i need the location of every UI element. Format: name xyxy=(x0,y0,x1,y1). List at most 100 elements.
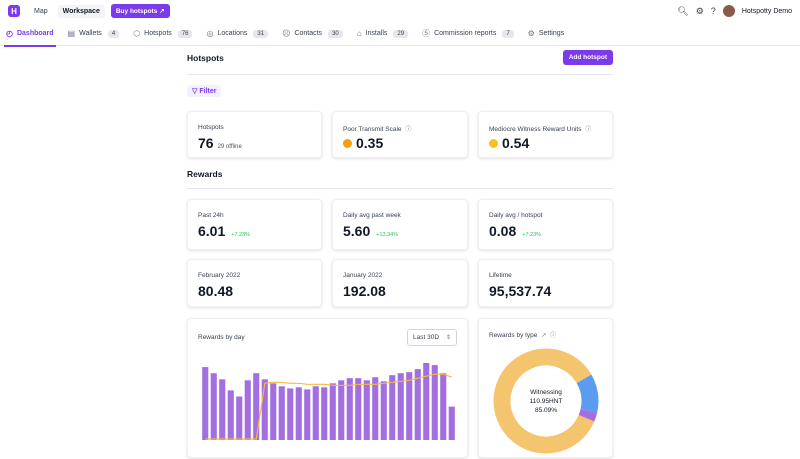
card-value-row: 5.60 +13.34% xyxy=(343,223,398,239)
card-value: 76 xyxy=(198,135,214,151)
card-value-row: 6.01 +7.23% xyxy=(198,223,250,239)
card-value: 0.35 xyxy=(356,135,384,151)
range-select[interactable]: Last 30D ⇕ xyxy=(407,329,457,346)
reward-bar[interactable] xyxy=(270,383,277,440)
reward-bar[interactable] xyxy=(287,388,294,440)
card-label: January 2022 xyxy=(343,272,383,279)
search-icon[interactable]: 🔍︎ xyxy=(677,5,689,16)
hotspots-title: Hotspots xyxy=(187,52,224,63)
tab-commission-reports[interactable]: Ⓢ Commission reports 7 xyxy=(422,22,514,46)
reward-bar[interactable] xyxy=(304,389,311,440)
external-link-icon[interactable]: ↗ xyxy=(541,333,547,339)
count-badge: 7 xyxy=(502,29,514,38)
rewards-by-type-chart xyxy=(488,343,603,458)
tab-settings[interactable]: ⚙ Settings xyxy=(528,22,564,46)
tab-contacts[interactable]: ☹ Contacts 30 xyxy=(282,22,343,46)
reward-bar[interactable] xyxy=(363,380,370,440)
card-label: Daily avg / hotspot xyxy=(489,212,543,219)
card-value-row: 76 29 offline xyxy=(198,135,242,151)
average-line xyxy=(205,373,452,440)
donut-slice[interactable] xyxy=(488,343,603,458)
reward-bar[interactable] xyxy=(440,373,447,440)
change-percent: +13.34% xyxy=(376,232,399,238)
tab-hotspots[interactable]: ⬡ Hotspots 76 xyxy=(133,22,193,46)
reward-bar[interactable] xyxy=(338,380,345,440)
filter-label: Filter xyxy=(199,88,217,95)
reward-bar[interactable] xyxy=(346,378,353,440)
card-value-row: 0.54 xyxy=(489,135,529,151)
info-icon[interactable]: ⓘ xyxy=(405,127,412,133)
tab-dashboard[interactable]: ◴ Dashboard xyxy=(4,22,56,47)
help-icon[interactable]: ? xyxy=(710,6,716,16)
chart-title: Rewards by type xyxy=(489,332,538,339)
top-bar: H Map Workspace Buy hotspots ↗ 🔍︎ ⚙ ? Ho… xyxy=(0,0,800,22)
card-value: 6.01 xyxy=(198,223,226,239)
avatar[interactable] xyxy=(722,5,735,17)
workspace-link[interactable]: Workspace xyxy=(57,4,105,18)
tab-locations[interactable]: ◎ Locations 31 xyxy=(206,22,269,46)
reward-bar[interactable] xyxy=(210,373,217,440)
rewards-by-type-card: Rewards by type ↗ ⓘ Witnessing 110.95HNT… xyxy=(478,318,613,458)
count-badge: 4 xyxy=(107,29,120,38)
reward-bar[interactable] xyxy=(312,386,319,440)
chart-title-row: Rewards by type ↗ ⓘ xyxy=(489,330,556,339)
topbar-actions: 🔍︎ ⚙ ? Hotspotty Demo xyxy=(677,5,792,17)
reward-bar[interactable] xyxy=(236,396,243,441)
info-icon[interactable]: ⓘ xyxy=(550,333,557,339)
reward-bar[interactable] xyxy=(227,390,234,440)
tab-wallets[interactable]: ▤ Wallets 4 xyxy=(68,22,120,46)
donut-center: Witnessing 110.95HNT 85.09% xyxy=(519,388,573,415)
add-hotspot-button[interactable]: Add hotspot xyxy=(562,50,613,65)
reward-bar[interactable] xyxy=(397,373,404,440)
card-value-row: 95,537.74 xyxy=(489,283,551,299)
reward-bar[interactable] xyxy=(380,381,387,440)
updown-icon: ⇕ xyxy=(445,335,451,341)
hotspots-count-card: Hotspots 76 29 offline xyxy=(187,111,322,158)
reward-bar[interactable] xyxy=(295,387,302,440)
reward-bar[interactable] xyxy=(321,387,328,440)
divider xyxy=(187,188,613,189)
reward-bar[interactable] xyxy=(389,375,396,440)
reward-bar[interactable] xyxy=(431,365,438,440)
donut-center-percent: 85.09% xyxy=(534,407,558,414)
card-value: 80.48 xyxy=(198,283,234,299)
reward-bar[interactable] xyxy=(278,386,285,440)
change-percent: +7.23% xyxy=(231,232,251,238)
gear-icon[interactable]: ⚙ xyxy=(695,5,704,16)
reward-bar[interactable] xyxy=(448,406,455,440)
offline-count: 29 offline xyxy=(217,144,242,150)
rewards-by-day-card: Rewards by day Last 30D ⇕ xyxy=(187,318,468,458)
rewards-header: Rewards xyxy=(187,169,613,179)
daily-avg-week-card: Daily avg past week 5.60 +13.34% xyxy=(332,199,468,250)
count-badge: 30 xyxy=(328,29,343,38)
reward-bar[interactable] xyxy=(261,379,268,441)
reward-bar[interactable] xyxy=(329,383,336,440)
card-label: Past 24h xyxy=(198,212,224,219)
info-icon[interactable]: ⓘ xyxy=(585,127,592,133)
donut-center-value: 110.95HNT xyxy=(529,398,563,405)
card-label-row: Poor Transmit Scale ⓘ xyxy=(343,124,411,133)
reward-bar[interactable] xyxy=(202,367,209,440)
reward-bar[interactable] xyxy=(219,379,226,441)
count-badge: 76 xyxy=(177,29,193,38)
reward-bar[interactable] xyxy=(244,380,251,440)
main-nav: ◴ Dashboard ▤ Wallets 4 ⬡ Hotspots 76 ◎ … xyxy=(0,22,800,47)
card-value: 0.54 xyxy=(502,135,530,151)
reward-bar[interactable] xyxy=(372,377,379,440)
reward-bar[interactable] xyxy=(414,369,421,440)
map-link[interactable]: Map xyxy=(34,7,48,15)
card-label: Daily avg past week xyxy=(343,212,401,219)
reward-bar[interactable] xyxy=(355,378,362,440)
tab-installs[interactable]: ⌂ Installs 29 xyxy=(357,22,409,46)
range-value: Last 30D xyxy=(413,334,440,341)
witness-units-card: Mediocre Witness Reward Units ⓘ 0.54 xyxy=(478,111,613,158)
filter-button[interactable]: ▽ Filter xyxy=(187,85,222,97)
card-value: 5.60 xyxy=(343,223,371,239)
buy-hotspots-button[interactable]: Buy hotspots ↗ xyxy=(110,4,170,18)
app-logo[interactable]: H xyxy=(8,5,20,17)
hotspots-header: Hotspots Add hotspot xyxy=(187,50,613,65)
reward-bar[interactable] xyxy=(423,363,430,440)
reward-bar[interactable] xyxy=(253,373,260,440)
user-name[interactable]: Hotspotty Demo xyxy=(741,7,792,15)
reward-bar[interactable] xyxy=(406,372,413,440)
